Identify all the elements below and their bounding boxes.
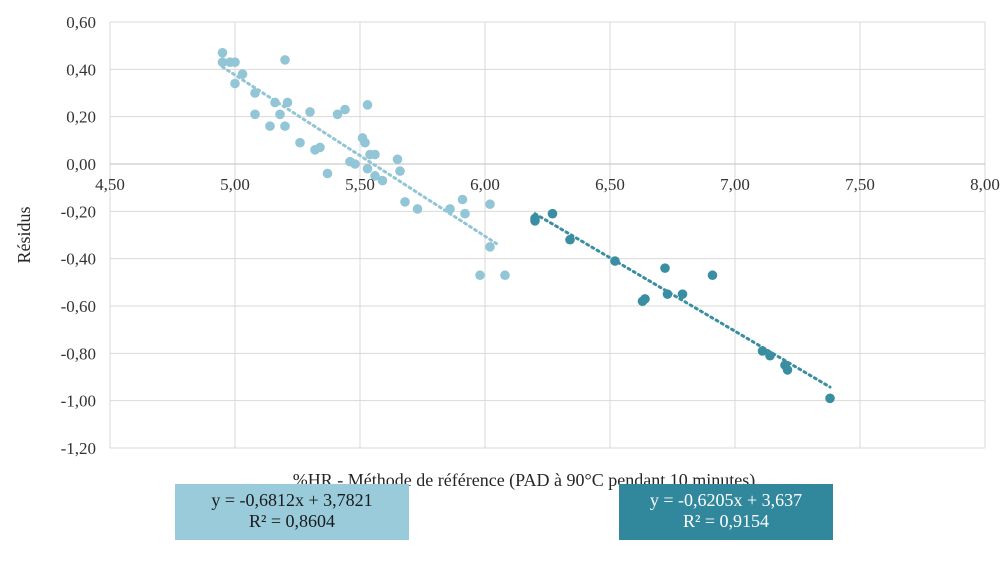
trendline-series-1 bbox=[221, 65, 499, 246]
y-tick-label: 0,00 bbox=[66, 155, 96, 174]
data-point-series-2 bbox=[677, 289, 688, 299]
data-point-series-2 bbox=[660, 263, 670, 273]
data-point-series-1 bbox=[370, 149, 380, 160]
data-point-series-1 bbox=[457, 194, 468, 205]
data-point-series-1 bbox=[295, 137, 305, 148]
data-point-series-1 bbox=[500, 270, 510, 281]
data-point-series-1 bbox=[305, 107, 315, 117]
y-tick-label: -0,40 bbox=[61, 250, 96, 269]
x-tick-label: 5,50 bbox=[345, 175, 375, 194]
data-point-series-1 bbox=[250, 109, 260, 120]
y-tick-label: -1,00 bbox=[61, 392, 96, 411]
data-point-series-1 bbox=[377, 175, 388, 186]
data-point-series-1 bbox=[362, 163, 373, 174]
data-point-series-1 bbox=[332, 109, 343, 120]
data-point-series-1 bbox=[270, 97, 280, 108]
y-tick-label: 0,20 bbox=[66, 108, 96, 127]
y-tick-labels: 0,60 0,40 0,20 0,00 -0,20 -0,40 -0,60 -0,80 -1,0… bbox=[61, 13, 96, 458]
data-point-series-1 bbox=[370, 171, 380, 181]
data-point-series-1 bbox=[400, 197, 410, 207]
data-point-series-1 bbox=[280, 55, 290, 65]
data-point-series-2 bbox=[640, 294, 650, 304]
data-point-series-1 bbox=[395, 166, 405, 176]
data-point-series-1 bbox=[485, 242, 495, 252]
r-squared-text: R² = 0,9154 bbox=[682, 511, 770, 531]
data-points bbox=[217, 47, 835, 404]
data-point-series-2 bbox=[547, 208, 558, 219]
data-point-series-2 bbox=[662, 289, 673, 299]
trendline-equation-series-1: y = -0,6812x + 3,7821 R² = 0,8604 bbox=[175, 484, 409, 540]
data-point-series-1 bbox=[237, 69, 248, 79]
data-point-series-1 bbox=[392, 154, 403, 165]
data-point-series-2 bbox=[757, 346, 768, 356]
equation-text: y = -0,6205x + 3,637 bbox=[649, 490, 803, 510]
data-point-series-1 bbox=[322, 168, 333, 179]
data-point-series-2 bbox=[530, 213, 540, 224]
y-axis-title: Résidus bbox=[14, 206, 34, 263]
data-point-series-1 bbox=[460, 208, 470, 219]
x-tick-label: 8,00 bbox=[970, 175, 1000, 194]
grid-lines bbox=[109, 21, 986, 449]
data-point-series-1 bbox=[265, 121, 275, 131]
x-tick-labels: 4,50 5,00 5,50 6,00 6,50 7,00 7,50 8,00 bbox=[95, 175, 1000, 194]
y-tick-label: -1,20 bbox=[61, 439, 96, 458]
data-point-series-1 bbox=[360, 137, 370, 148]
y-tick-label: -0,80 bbox=[61, 344, 96, 363]
data-point-series-1 bbox=[217, 47, 228, 58]
data-point-series-1 bbox=[340, 104, 350, 115]
y-tick-label: 0,60 bbox=[66, 13, 96, 32]
data-point-series-1 bbox=[315, 142, 325, 153]
x-tick-label: 6,00 bbox=[470, 175, 500, 194]
x-tick-label: 7,50 bbox=[845, 175, 875, 194]
data-point-series-1 bbox=[350, 159, 360, 169]
data-point-series-2 bbox=[825, 393, 835, 404]
r-squared-text: R² = 0,8604 bbox=[248, 511, 336, 531]
data-point-series-2 bbox=[782, 365, 793, 375]
data-point-series-1 bbox=[475, 270, 485, 281]
y-tick-label: 0,40 bbox=[66, 60, 96, 79]
data-point-series-2 bbox=[765, 350, 775, 361]
data-point-series-2 bbox=[565, 234, 575, 245]
x-tick-label: 4,50 bbox=[95, 175, 125, 194]
data-point-series-1 bbox=[485, 199, 495, 210]
data-point-series-1 bbox=[250, 88, 260, 98]
data-point-series-2 bbox=[610, 256, 620, 266]
data-point-series-1 bbox=[230, 78, 240, 89]
data-point-series-2 bbox=[707, 270, 718, 281]
data-point-series-1 bbox=[412, 204, 423, 214]
data-point-series-1 bbox=[445, 204, 455, 214]
data-point-series-1 bbox=[362, 100, 373, 110]
data-point-series-1 bbox=[280, 121, 290, 131]
data-point-series-1 bbox=[217, 57, 228, 68]
trend-lines bbox=[221, 65, 832, 389]
y-tick-label: -0,60 bbox=[61, 297, 96, 316]
data-point-series-1 bbox=[230, 57, 240, 68]
data-point-series-1 bbox=[282, 97, 293, 108]
equation-text: y = -0,6812x + 3,7821 bbox=[211, 490, 373, 510]
trendline-equation-series-2: y = -0,6205x + 3,637 R² = 0,9154 bbox=[619, 484, 833, 540]
x-tick-label: 6,50 bbox=[595, 175, 625, 194]
x-tick-label: 5,00 bbox=[220, 175, 250, 194]
trendline-series-2 bbox=[533, 212, 832, 389]
x-tick-label: 7,00 bbox=[720, 175, 750, 194]
data-point-series-1 bbox=[275, 109, 285, 120]
y-tick-label: -0,20 bbox=[61, 202, 96, 221]
